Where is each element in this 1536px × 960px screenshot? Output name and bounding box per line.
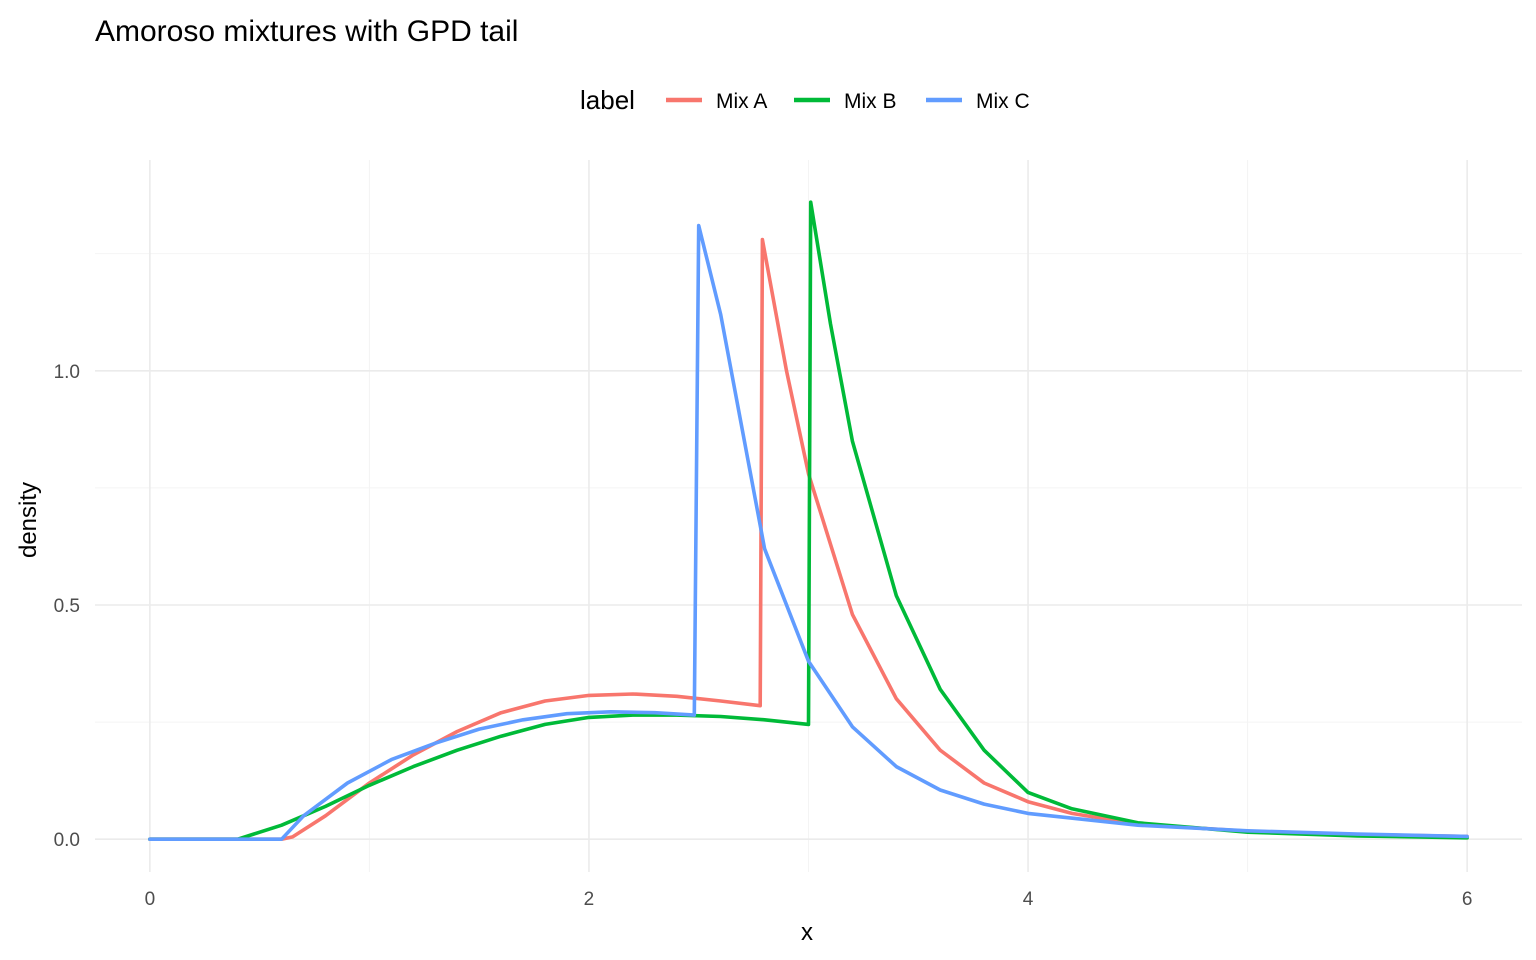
chart-title: Amoroso mixtures with GPD tail: [95, 15, 518, 48]
y-tick-label: 0.0: [54, 830, 80, 851]
x-tick-labels: 0 2 4 6: [145, 889, 1473, 910]
legend-label-mix-c: Mix C: [976, 90, 1030, 113]
legend: label Mix A Mix B Mix C: [580, 85, 1030, 115]
series-lines: [148, 200, 1469, 841]
x-tick-label: 4: [1023, 889, 1034, 910]
legend-items: Mix A Mix B Mix C: [666, 90, 1030, 113]
y-tick-labels: 0.0 0.5 1.0: [54, 362, 80, 851]
y-tick-label: 1.0: [54, 362, 80, 383]
y-tick-label: 0.5: [54, 596, 80, 617]
series-line-mix-a: [148, 237, 1469, 841]
x-tick-label: 6: [1462, 889, 1473, 910]
legend-label-mix-a: Mix A: [716, 90, 767, 113]
x-tick-label: 2: [584, 889, 595, 910]
legend-label-mix-b: Mix B: [844, 90, 897, 113]
series-line-mix-b: [148, 200, 1469, 841]
x-axis-title: x: [801, 919, 813, 946]
legend-title: label: [580, 85, 635, 115]
x-tick-label: 0: [145, 889, 156, 910]
series-line-mix-c: [148, 223, 1469, 841]
y-axis-title: density: [15, 482, 42, 558]
